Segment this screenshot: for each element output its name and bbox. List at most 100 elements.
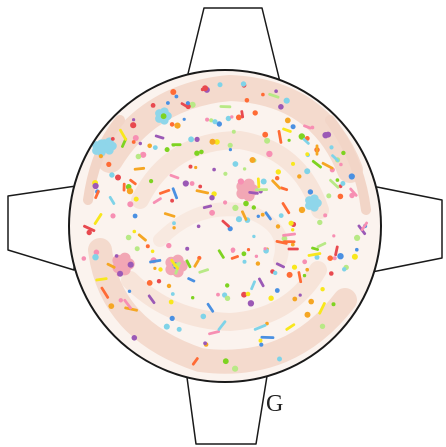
sprinkle-dot xyxy=(223,171,228,176)
sprinkle-dot xyxy=(114,254,119,258)
sprinkle-dot xyxy=(260,178,267,185)
sprinkle-rod xyxy=(268,92,280,99)
sprinkle-dot xyxy=(231,249,235,253)
sprinkle-dot xyxy=(185,246,190,251)
sprinkle-dot xyxy=(304,168,311,175)
sprinkle-rod xyxy=(221,219,231,228)
cake-top-circle xyxy=(69,70,381,382)
sprinkle-dot xyxy=(209,195,215,201)
sprinkle-dot xyxy=(202,85,209,92)
sprinkle-rod xyxy=(329,178,340,189)
sprinkle-dot xyxy=(182,117,186,121)
sprinkle-dot xyxy=(274,288,280,293)
sprinkle-dot xyxy=(131,140,136,144)
sprinkle-rod xyxy=(187,277,196,283)
sprinkle-rod xyxy=(129,178,137,186)
left-flap xyxy=(7,185,77,271)
sprinkle-dot xyxy=(189,181,195,186)
sprinkle-dot xyxy=(284,117,291,124)
sprinkle-dot xyxy=(331,302,336,307)
sprinkle-dot xyxy=(209,209,216,216)
sprinkle-rod xyxy=(208,330,221,336)
sprinkle-dot xyxy=(191,296,195,300)
sprinkle-dot xyxy=(224,295,231,301)
sprinkle-dot xyxy=(317,219,323,226)
frosting-swirls xyxy=(83,74,371,374)
sprinkle-dot xyxy=(145,244,150,249)
sprinkle-dot xyxy=(172,221,176,226)
sprinkle-dot xyxy=(288,220,294,226)
sprinkle-rod xyxy=(264,211,272,221)
sprinkle-rod xyxy=(360,221,369,232)
sprinkle-rod xyxy=(191,357,199,366)
sprinkle-rod xyxy=(171,187,179,200)
sprinkle-rod xyxy=(185,259,192,269)
sprinkle-dot xyxy=(169,315,175,321)
sprinkle-dot xyxy=(291,161,295,166)
sprinkle-dot xyxy=(355,247,359,252)
sprinkle-dot xyxy=(214,139,220,145)
sprinkle-dot xyxy=(275,169,281,175)
sprinkle-dot xyxy=(258,338,263,343)
sprinkle-rod xyxy=(100,286,110,299)
sprinkle-dot xyxy=(150,103,156,108)
sprinkles xyxy=(81,81,369,372)
sprinkle-dot xyxy=(160,113,167,120)
sprinkle-dot xyxy=(241,291,247,298)
sprinkle-dot xyxy=(240,81,247,87)
sprinkle-dot xyxy=(266,150,273,158)
sprinkle-dot xyxy=(273,270,278,276)
sprinkle-rod xyxy=(217,249,225,259)
sprinkle-dot xyxy=(230,115,234,119)
sprinkle-dot xyxy=(305,267,310,272)
sprinkle-dot xyxy=(166,283,172,289)
sprinkle-dot xyxy=(290,242,295,247)
sprinkle-rod xyxy=(230,255,239,260)
sprinkle-dot xyxy=(158,267,163,272)
sprinkle-dot xyxy=(225,283,230,288)
sprinkle-rod xyxy=(217,320,227,331)
sprinkle-dot xyxy=(188,136,195,143)
sprinkle-dot xyxy=(277,356,282,362)
sprinkle-dot xyxy=(131,335,138,341)
sprinkle-rod xyxy=(133,166,146,171)
sprinkle-dot xyxy=(286,271,293,278)
sprinkle-rod xyxy=(254,188,269,192)
sprinkle-dot xyxy=(92,182,99,190)
sprinkle-rod xyxy=(195,189,210,195)
sprinkle-dot xyxy=(231,129,236,134)
sprinkle-dot xyxy=(291,228,295,232)
sprinkle-dot xyxy=(152,145,158,151)
sprinkle-rod xyxy=(318,302,326,315)
sprinkle-dot xyxy=(86,229,92,236)
sprinkle-dot xyxy=(140,151,147,158)
sprinkle-dot xyxy=(298,133,305,140)
sprinkle-rod xyxy=(94,190,100,200)
sprinkle-dot xyxy=(170,89,177,95)
sprinkle-dot xyxy=(278,213,284,219)
sprinkle-dot xyxy=(110,213,116,219)
sprinkle-dot xyxy=(268,295,274,301)
sprinkle-dot xyxy=(212,119,218,125)
sprinkle-dot xyxy=(169,122,175,127)
sprinkle-dot xyxy=(127,289,132,293)
sprinkle-dot xyxy=(287,138,291,142)
sprinkle-rod xyxy=(170,259,179,270)
sprinkle-dot xyxy=(216,292,220,297)
sprinkle-dot xyxy=(182,180,189,187)
sprinkle-dot xyxy=(308,298,315,305)
figure-label: G xyxy=(266,391,284,417)
sprinkle-dot xyxy=(235,216,243,223)
sprinkle-dot xyxy=(292,296,298,302)
sprinkle-dot xyxy=(242,259,247,264)
sprinkle-dot xyxy=(342,267,347,272)
sprinkle-dot xyxy=(274,89,278,93)
sprinkle-rod xyxy=(163,212,176,218)
sprinkle-dot xyxy=(244,98,250,103)
sprinkle-dot xyxy=(297,174,302,179)
sprinkle-rod xyxy=(158,188,171,195)
sprinkle-dot xyxy=(232,204,239,211)
sprinkle-rod xyxy=(285,323,296,331)
cake-top-outline xyxy=(68,69,382,383)
